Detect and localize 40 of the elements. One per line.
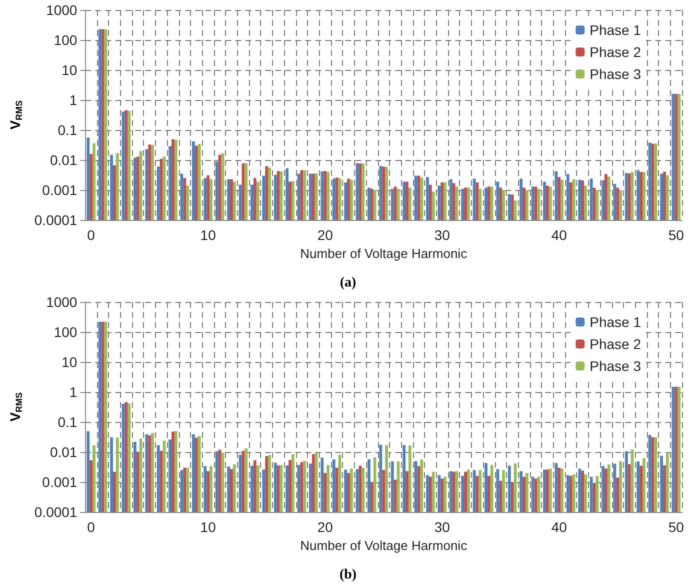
legend-label: Phase 3	[590, 358, 642, 374]
y-tick-label: 100	[54, 32, 78, 48]
text: (b)	[339, 568, 357, 582]
legend-label: Phase 2	[590, 44, 642, 60]
x-tick-label: 0	[87, 227, 96, 243]
y-tick-label: 10	[62, 62, 78, 78]
x-axis-title: Number of Voltage Harmonic	[300, 538, 468, 553]
x-tick-label: 20	[317, 519, 334, 535]
y-axis-title: VRMS	[7, 100, 24, 130]
y-tick-label: 0.001	[42, 182, 78, 198]
y-tick-label: 0.01	[50, 152, 78, 168]
y-tick-label: 0.0001	[34, 504, 78, 520]
legend-label: Phase 1	[590, 314, 642, 330]
x-tick-label: 10	[200, 519, 216, 535]
legend-label: Phase 1	[590, 22, 642, 38]
y-tick-label: 1000	[46, 2, 78, 18]
y-axis-title: VRMS	[7, 392, 24, 422]
x-tick-label: 20	[317, 227, 334, 243]
y-tick-label: 1000	[46, 294, 78, 310]
y-tick-label: 10	[62, 354, 78, 370]
x-tick-label: 50	[668, 227, 684, 243]
x-tick-label: 40	[551, 227, 568, 243]
x-tick-label: 10	[200, 227, 216, 243]
y-tick-label: 0.001	[42, 474, 78, 490]
x-tick-label: 40	[551, 519, 568, 535]
text: (a)	[340, 276, 356, 290]
y-tick-label: 0.1	[58, 414, 78, 430]
legend-label: Phase 2	[590, 336, 642, 352]
x-tick-label: 50	[668, 519, 684, 535]
y-tick-label: 0.0001	[34, 212, 78, 228]
y-tick-label: 0.1	[58, 122, 78, 138]
y-tick-label: 0.01	[50, 444, 78, 460]
y-tick-label: 100	[54, 324, 78, 340]
x-tick-label: 0	[87, 519, 96, 535]
legend-label: Phase 3	[590, 66, 642, 82]
x-tick-label: 30	[434, 519, 450, 535]
x-tick-label: 30	[434, 227, 450, 243]
y-tick-label: 1	[69, 384, 78, 400]
x-axis-title: Number of Voltage Harmonic	[300, 246, 468, 261]
y-tick-label: 1	[69, 92, 78, 108]
